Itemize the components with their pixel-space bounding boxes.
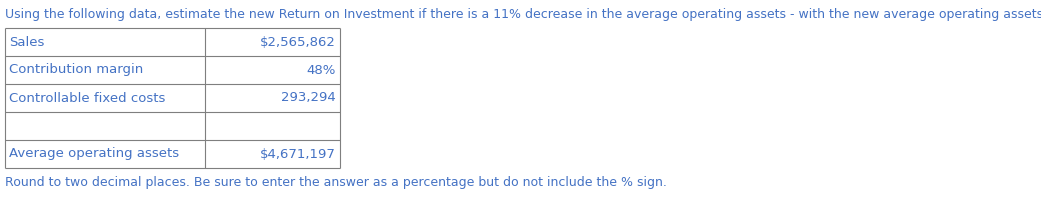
Text: Using the following data, estimate the new Return on Investment if there is a 11: Using the following data, estimate the n… xyxy=(5,8,1041,21)
Text: Sales: Sales xyxy=(9,36,45,49)
Text: $2,565,862: $2,565,862 xyxy=(260,36,336,49)
Text: Average operating assets: Average operating assets xyxy=(9,148,179,161)
Text: 293,294: 293,294 xyxy=(281,92,336,105)
Text: 48%: 48% xyxy=(307,64,336,77)
Text: $4,671,197: $4,671,197 xyxy=(260,148,336,161)
Text: Round to two decimal places. Be sure to enter the answer as a percentage but do : Round to two decimal places. Be sure to … xyxy=(5,176,667,189)
Text: Controllable fixed costs: Controllable fixed costs xyxy=(9,92,166,105)
Text: Contribution margin: Contribution margin xyxy=(9,64,144,77)
